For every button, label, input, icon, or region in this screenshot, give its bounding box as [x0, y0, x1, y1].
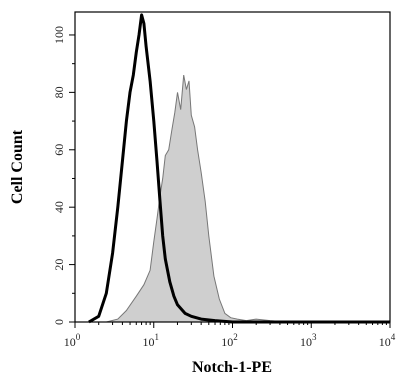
- x-tick-label: 101: [143, 332, 160, 349]
- y-tick-label: 20: [52, 259, 66, 271]
- y-tick-label: 0: [52, 319, 66, 325]
- y-axis-title: Cell Count: [9, 129, 26, 204]
- series-0-area: [106, 75, 288, 323]
- plot-area: [74, 11, 391, 324]
- y-tick-label: 100: [52, 26, 66, 44]
- y-axis: 0 20 40 60 80 100: [52, 26, 75, 325]
- x-tick-label: 100: [64, 332, 81, 349]
- x-tick-label: 102: [221, 332, 238, 349]
- x-axis-title: Notch-1-PE: [192, 359, 272, 376]
- series-1-line: [88, 13, 390, 324]
- x-axis: 100 101 102 103 104: [64, 322, 396, 349]
- y-tick-label: 40: [52, 201, 66, 213]
- y-tick-label: 60: [52, 144, 66, 156]
- y-tick-label: 80: [52, 86, 66, 98]
- x-tick-label: 104: [379, 332, 396, 349]
- x-tick-label: 103: [300, 332, 317, 349]
